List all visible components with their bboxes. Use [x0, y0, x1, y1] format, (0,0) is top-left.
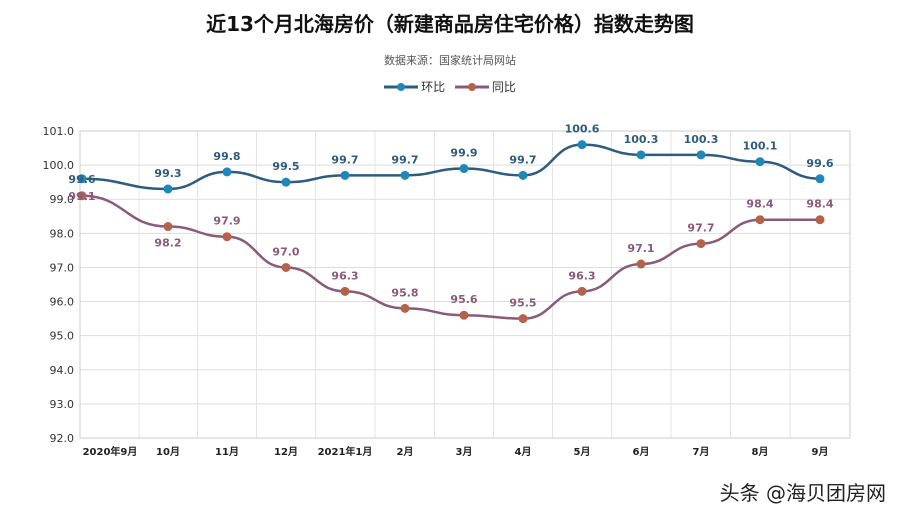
data-point-环比	[636, 150, 646, 160]
data-label-同比: 99.1	[68, 190, 95, 203]
x-tick-label: 5月	[574, 446, 591, 458]
x-tick-label: 2020年9月	[83, 445, 138, 458]
data-label-环比: 99.6	[68, 173, 95, 186]
y-tick-label: 95.0	[50, 330, 75, 343]
data-label-环比: 100.3	[684, 133, 719, 146]
data-label-同比: 98.4	[746, 198, 773, 211]
y-tick-label: 97.0	[50, 261, 75, 274]
data-label-同比: 95.5	[509, 297, 536, 310]
x-tick-label: 9月	[812, 446, 829, 458]
y-tick-label: 101.0	[43, 125, 75, 138]
legend: 环比 同比	[0, 78, 900, 95]
y-tick-label: 100.0	[43, 159, 75, 172]
data-point-同比	[400, 303, 410, 313]
data-label-环比: 99.8	[213, 150, 240, 163]
data-point-环比	[459, 164, 469, 174]
x-tick-label: 4月	[515, 446, 532, 458]
data-point-环比	[400, 170, 410, 180]
data-label-环比: 99.3	[154, 167, 181, 180]
data-label-同比: 97.0	[272, 245, 299, 258]
data-point-同比	[459, 310, 469, 320]
data-label-环比: 99.7	[391, 153, 418, 166]
data-label-环比: 100.6	[565, 123, 600, 136]
legend-line-icon	[384, 82, 419, 91]
x-tick-label: 6月	[633, 446, 650, 458]
legend-label: 环比	[421, 80, 446, 94]
y-tick-label: 99.0	[50, 193, 75, 206]
data-label-同比: 96.3	[331, 269, 358, 282]
data-point-环比	[815, 174, 825, 184]
data-label-环比: 100.3	[624, 133, 659, 146]
data-label-环比: 99.6	[806, 157, 833, 170]
x-tick-label: 8月	[752, 446, 769, 458]
chart-title: 近13个月北海房价（新建商品房住宅价格）指数走势图	[206, 12, 694, 36]
data-point-环比	[340, 170, 350, 180]
data-point-同比	[281, 262, 291, 272]
data-point-环比	[163, 184, 173, 194]
x-tick-label: 3月	[456, 446, 473, 458]
data-point-环比	[77, 174, 87, 184]
data-point-环比	[518, 170, 528, 180]
x-tick-label: 10月	[156, 446, 180, 458]
plot-area	[79, 130, 851, 439]
data-point-环比	[281, 177, 291, 187]
y-tick-label: 92.0	[50, 432, 75, 445]
y-tick-label: 94.0	[50, 364, 75, 377]
data-label-环比: 100.1	[743, 140, 778, 153]
data-point-同比	[163, 222, 173, 232]
data-point-同比	[696, 239, 706, 249]
x-tick-label: 11月	[215, 446, 239, 458]
legend-line-icon	[454, 82, 489, 91]
data-point-同比	[755, 215, 765, 225]
x-tick-label: 2月	[397, 446, 414, 458]
data-point-环比	[577, 140, 587, 150]
data-point-同比	[222, 232, 232, 242]
data-label-环比: 99.7	[331, 153, 358, 166]
data-label-同比: 97.9	[213, 215, 240, 228]
data-label-同比: 97.7	[687, 222, 714, 235]
x-tick-label: 7月	[693, 446, 710, 458]
data-label-同比: 98.2	[154, 237, 181, 250]
data-point-环比	[755, 157, 765, 167]
data-point-同比	[518, 314, 528, 324]
legend-item-同比: 同比	[454, 78, 516, 95]
data-label-环比: 99.7	[509, 153, 536, 166]
data-point-同比	[77, 191, 87, 201]
data-label-环比: 99.9	[450, 147, 477, 160]
data-label-同比: 95.6	[450, 293, 477, 306]
data-point-环比	[222, 167, 232, 177]
data-point-同比	[815, 215, 825, 225]
data-label-同比: 98.4	[806, 198, 833, 211]
chart-subtitle: 数据来源：国家统计局网站	[384, 54, 516, 67]
data-point-同比	[340, 286, 350, 296]
x-tick-label: 2021年1月	[318, 445, 373, 458]
legend-label: 同比	[491, 80, 516, 94]
y-tick-label: 98.0	[50, 227, 75, 240]
data-point-同比	[577, 286, 587, 296]
x-tick-label: 12月	[274, 446, 298, 458]
legend-item-环比: 环比	[384, 78, 445, 95]
data-label-同比: 97.1	[627, 242, 654, 255]
watermark: 头条 @海贝团房网	[719, 481, 886, 505]
data-point-环比	[696, 150, 706, 160]
data-point-同比	[636, 259, 646, 269]
y-tick-label: 96.0	[50, 296, 75, 309]
y-tick-label: 93.0	[50, 398, 75, 411]
data-label-同比: 96.3	[568, 269, 595, 282]
data-label-环比: 99.5	[272, 160, 299, 173]
data-label-同比: 95.8	[391, 286, 418, 299]
